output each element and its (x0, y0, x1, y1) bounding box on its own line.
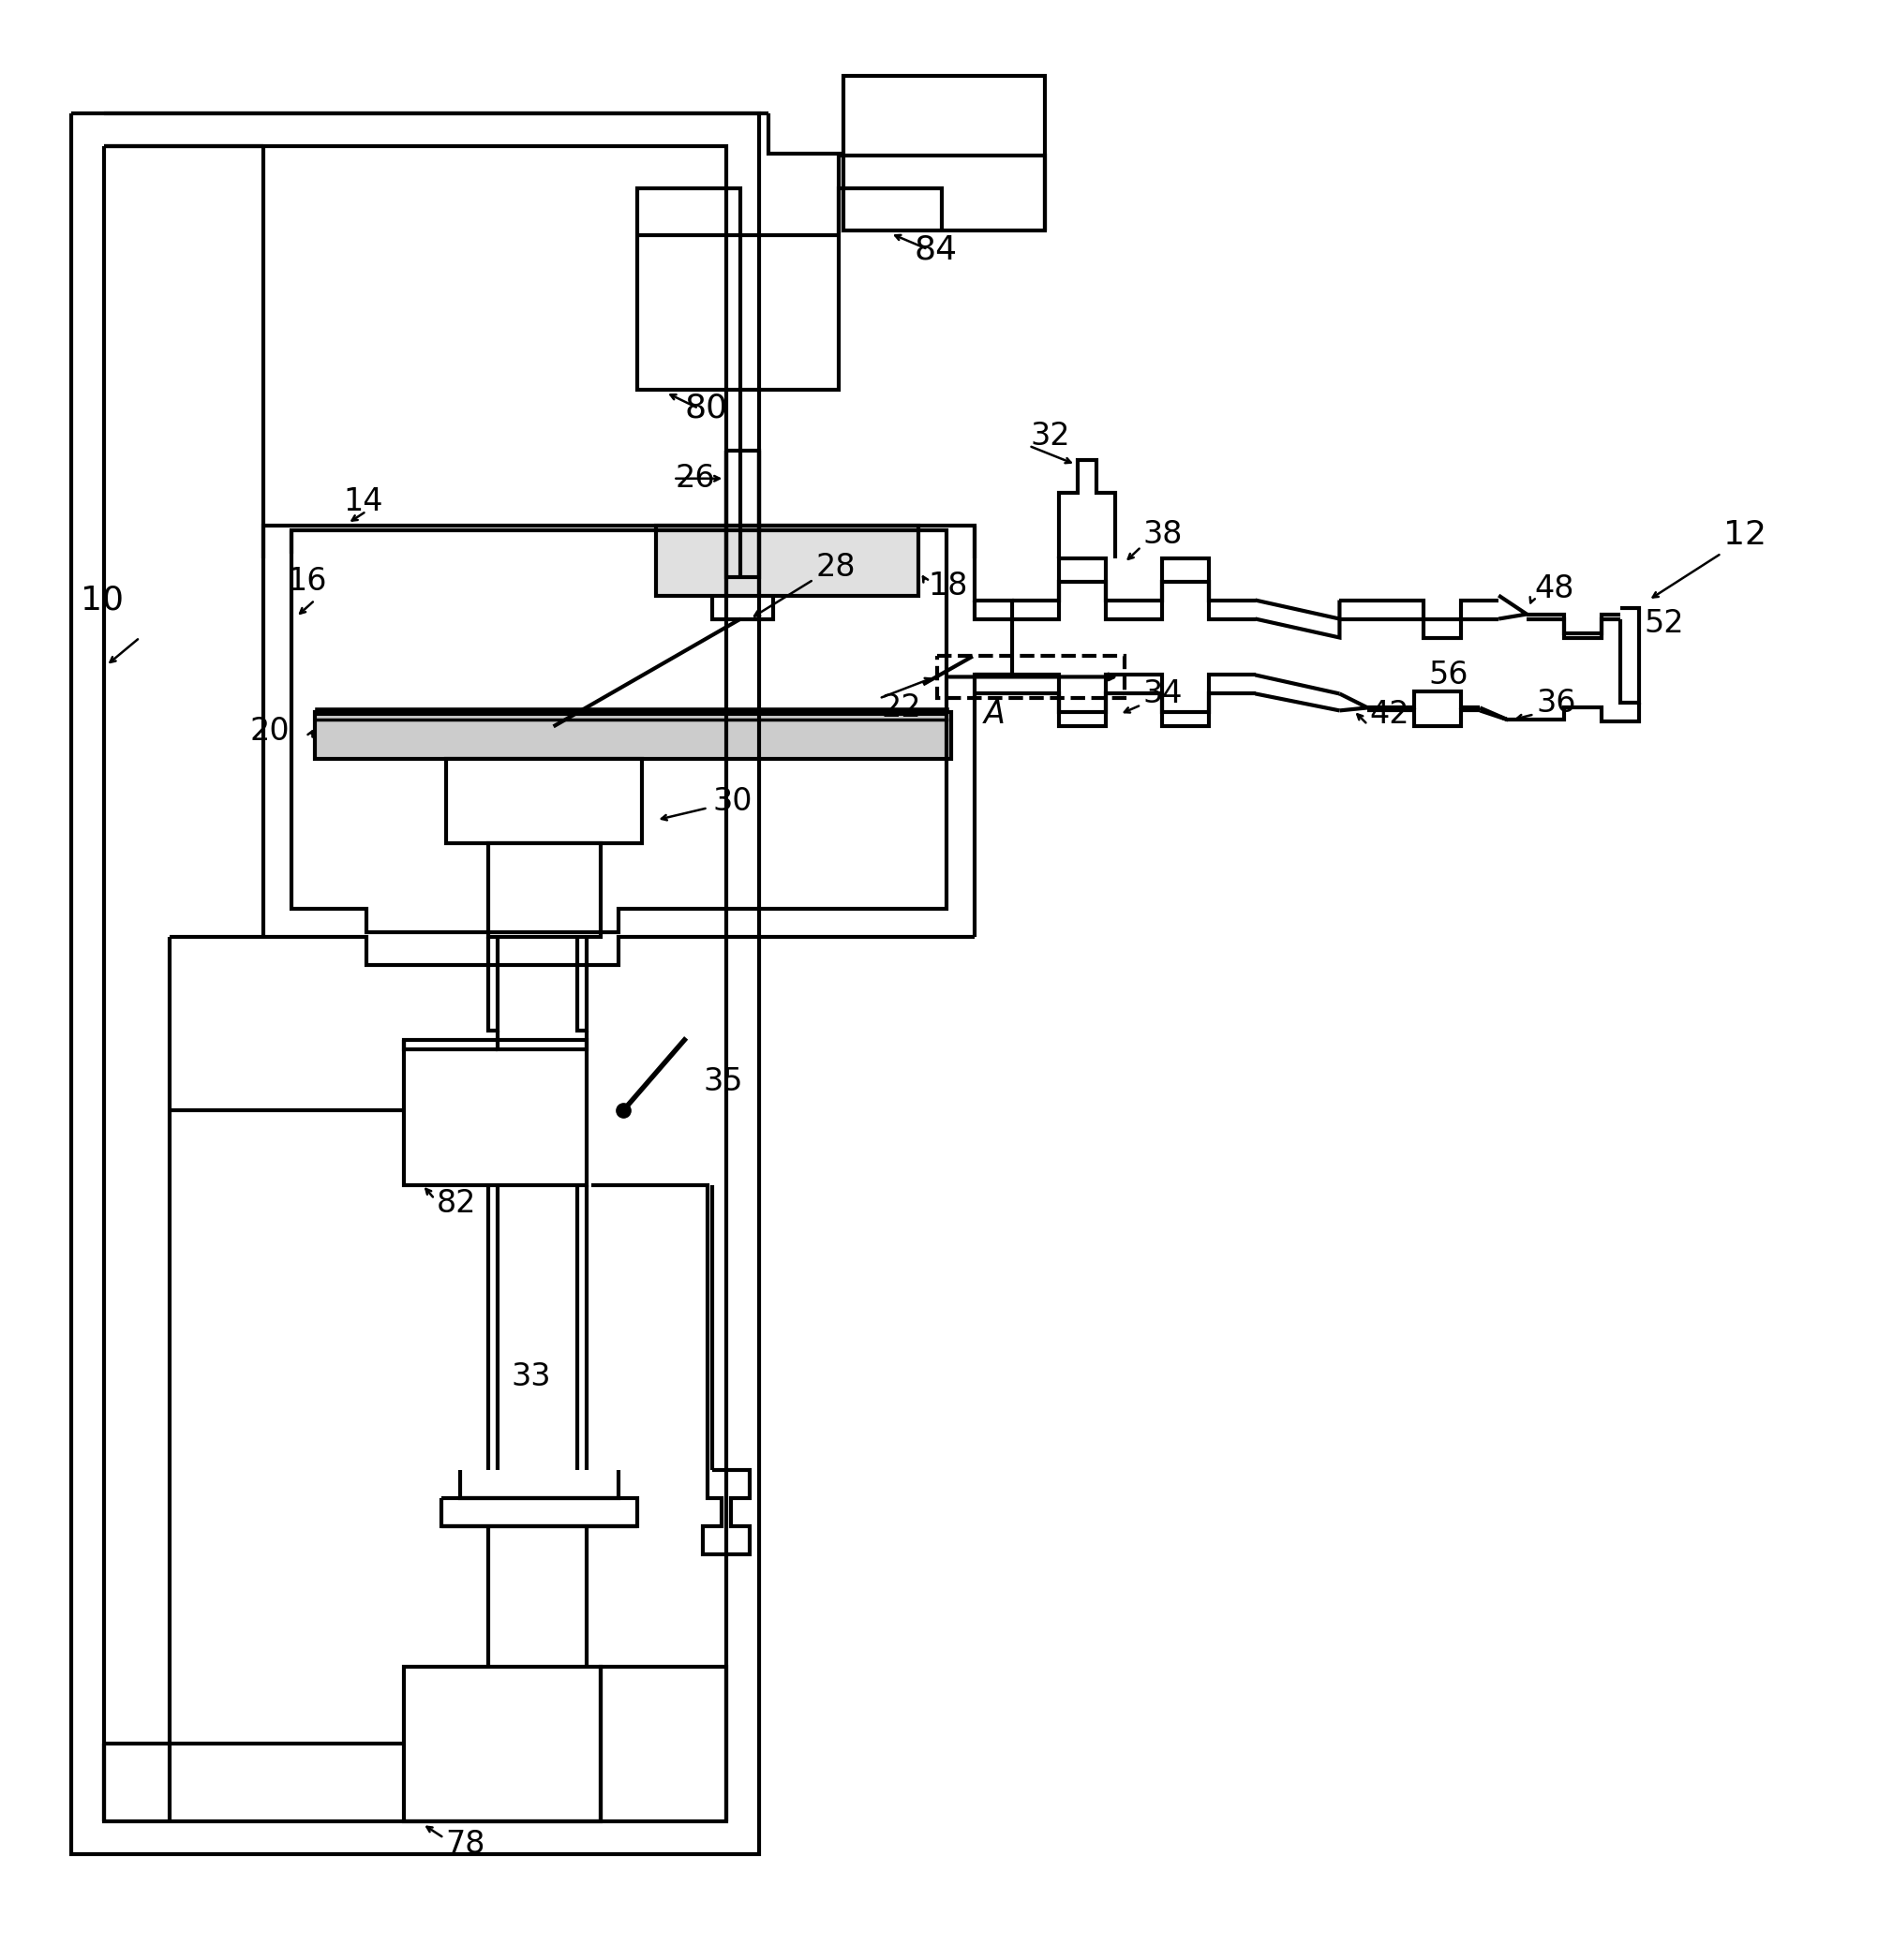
Text: 84: 84 (914, 233, 958, 265)
Text: 34: 34 (1143, 678, 1183, 710)
Text: 28: 28 (816, 553, 856, 582)
Bar (638, 235, 839, 390)
Text: 22: 22 (880, 692, 922, 723)
Bar (844, 76, 1045, 231)
Text: 10: 10 (81, 584, 123, 615)
Text: 78: 78 (447, 1829, 485, 1860)
Bar (447, 759, 642, 843)
Text: 36: 36 (1535, 688, 1575, 719)
Bar (488, 843, 600, 937)
Text: 32: 32 (1030, 421, 1071, 453)
Text: 52: 52 (1643, 608, 1683, 639)
Text: 56: 56 (1429, 659, 1469, 690)
Text: 80: 80 (685, 392, 727, 423)
Text: 26: 26 (676, 463, 716, 494)
Text: 12: 12 (1723, 519, 1766, 551)
Bar (403, 1041, 587, 1186)
Text: A: A (984, 700, 1005, 729)
Bar (937, 657, 1124, 698)
Bar (314, 711, 950, 759)
Text: 82: 82 (437, 1188, 477, 1219)
Text: 33: 33 (511, 1362, 551, 1392)
Text: 18: 18 (928, 570, 967, 602)
Text: 38: 38 (1143, 519, 1183, 551)
Text: 30: 30 (712, 786, 752, 817)
Text: 20: 20 (250, 715, 290, 747)
Text: 48: 48 (1533, 574, 1573, 604)
Bar (657, 525, 918, 596)
Bar (403, 1666, 600, 1821)
Text: 16: 16 (286, 566, 327, 598)
Text: 14: 14 (343, 486, 382, 517)
Text: 42: 42 (1369, 700, 1410, 729)
Text: 35: 35 (702, 1066, 744, 1098)
